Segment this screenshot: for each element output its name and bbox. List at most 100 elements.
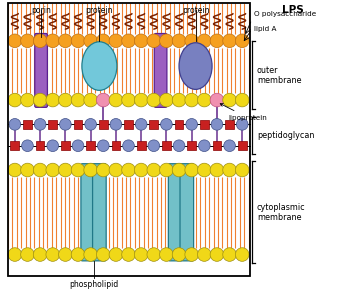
Bar <box>187 141 196 150</box>
Circle shape <box>210 34 224 48</box>
Ellipse shape <box>82 42 117 90</box>
Circle shape <box>148 140 160 151</box>
Circle shape <box>33 34 47 48</box>
Bar <box>162 141 171 150</box>
Circle shape <box>186 118 197 130</box>
Circle shape <box>96 93 110 107</box>
Circle shape <box>185 163 199 177</box>
Bar <box>74 120 82 129</box>
Circle shape <box>34 118 46 130</box>
Circle shape <box>122 34 135 48</box>
Circle shape <box>46 93 60 107</box>
Circle shape <box>172 248 186 261</box>
Circle shape <box>173 140 185 151</box>
Circle shape <box>172 93 186 107</box>
Text: lipoprotein: lipoprotein <box>220 104 268 121</box>
Circle shape <box>84 93 97 107</box>
Circle shape <box>197 34 211 48</box>
Circle shape <box>134 93 148 107</box>
Circle shape <box>235 93 249 107</box>
Circle shape <box>160 163 173 177</box>
Circle shape <box>224 140 235 151</box>
Circle shape <box>223 93 236 107</box>
Text: protein: protein <box>86 6 113 15</box>
Circle shape <box>235 163 249 177</box>
Circle shape <box>223 34 236 48</box>
Circle shape <box>236 118 248 130</box>
Circle shape <box>160 93 173 107</box>
FancyBboxPatch shape <box>81 164 95 261</box>
Circle shape <box>8 93 22 107</box>
Circle shape <box>109 34 123 48</box>
Circle shape <box>47 140 58 151</box>
Circle shape <box>122 163 135 177</box>
Circle shape <box>147 93 161 107</box>
Circle shape <box>134 34 148 48</box>
Text: porin: porin <box>31 6 51 15</box>
Circle shape <box>147 34 161 48</box>
Circle shape <box>223 248 236 261</box>
Circle shape <box>33 93 47 107</box>
Circle shape <box>60 118 71 130</box>
Circle shape <box>71 34 85 48</box>
Circle shape <box>123 140 134 151</box>
Circle shape <box>21 248 34 261</box>
Ellipse shape <box>179 43 212 89</box>
Circle shape <box>97 140 109 151</box>
Circle shape <box>185 34 199 48</box>
Circle shape <box>160 248 173 261</box>
Circle shape <box>185 93 199 107</box>
Circle shape <box>211 118 223 130</box>
FancyBboxPatch shape <box>154 34 167 107</box>
Text: cytoplasmic
membrane: cytoplasmic membrane <box>257 203 305 222</box>
Circle shape <box>197 93 211 107</box>
Circle shape <box>172 163 186 177</box>
Circle shape <box>122 93 135 107</box>
Circle shape <box>46 34 60 48</box>
Circle shape <box>21 93 34 107</box>
Text: LPS: LPS <box>282 5 303 15</box>
Circle shape <box>8 163 22 177</box>
Circle shape <box>71 93 85 107</box>
Circle shape <box>33 248 47 261</box>
Text: O polysaccharide: O polysaccharide <box>254 12 316 18</box>
Circle shape <box>21 34 34 48</box>
Circle shape <box>58 163 72 177</box>
Circle shape <box>210 248 224 261</box>
FancyBboxPatch shape <box>168 164 182 261</box>
Circle shape <box>96 248 110 261</box>
Circle shape <box>21 163 34 177</box>
Circle shape <box>46 248 60 261</box>
Circle shape <box>84 34 97 48</box>
Circle shape <box>110 118 122 130</box>
Circle shape <box>96 163 110 177</box>
Bar <box>86 141 95 150</box>
Circle shape <box>22 140 33 151</box>
Bar <box>124 120 133 129</box>
Circle shape <box>9 118 21 130</box>
Circle shape <box>84 163 97 177</box>
FancyBboxPatch shape <box>35 34 47 107</box>
FancyBboxPatch shape <box>92 164 106 261</box>
Bar <box>99 120 108 129</box>
Bar <box>112 141 120 150</box>
Circle shape <box>58 34 72 48</box>
Circle shape <box>161 118 172 130</box>
Circle shape <box>84 248 97 261</box>
Text: lipid A: lipid A <box>254 26 277 32</box>
Circle shape <box>71 248 85 261</box>
Circle shape <box>199 140 210 151</box>
Circle shape <box>147 163 161 177</box>
Circle shape <box>172 34 186 48</box>
Bar <box>48 120 57 129</box>
Circle shape <box>147 248 161 261</box>
Bar <box>200 120 209 129</box>
Text: protein: protein <box>182 6 209 15</box>
Circle shape <box>197 248 211 261</box>
Circle shape <box>160 34 173 48</box>
Bar <box>213 141 221 150</box>
Circle shape <box>135 118 147 130</box>
Circle shape <box>72 140 84 151</box>
Circle shape <box>235 248 249 261</box>
Bar <box>225 120 234 129</box>
